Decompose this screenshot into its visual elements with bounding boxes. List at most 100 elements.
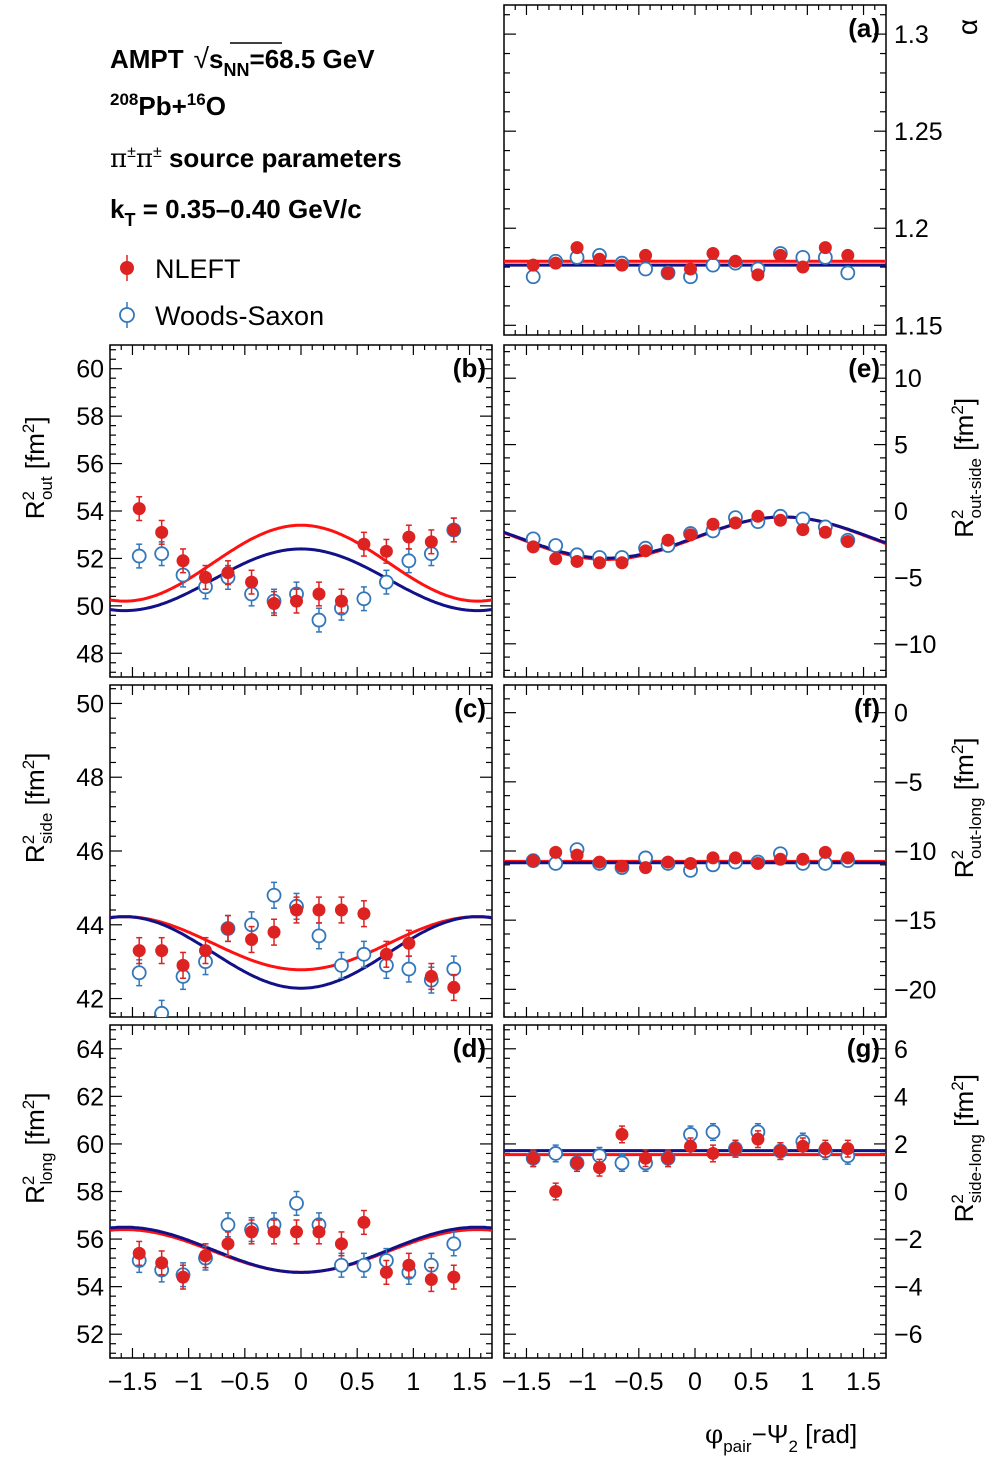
nleft-point [334,594,348,608]
y-axis-title: R2side [fm2] [19,753,56,863]
data-points [525,842,856,878]
y-axis-title: R2side-long [fm2] [948,1074,985,1222]
x-tick-label: −0.5 [614,1368,663,1396]
y-tick-label: 1.2 [894,215,929,243]
nleft-point [728,1142,742,1156]
fit-curves [110,523,492,613]
nleft-point [447,980,461,994]
panel-b: 48 50 52 54 56 58 60 R2out [fm2] (b) [19,344,493,678]
ws-point [266,887,282,903]
ws-point [220,1217,236,1233]
fit-line-woods-saxon [110,1225,492,1274]
legend-ws-label: Woods-Saxon [155,301,324,331]
nleft-point [639,544,653,558]
nleft-point [267,925,281,939]
nleft-point [593,252,606,266]
y-tick-label: 60 [76,356,104,384]
y-tick-label: 42 [76,986,104,1014]
x-tick-label: −1.5 [108,1368,157,1396]
panel-a: 1.15 1.2 1.25 1.3 α (a) [503,4,983,340]
nleft-point [424,535,438,549]
nleft-point [402,936,416,950]
y-axis-title: R2long [fm2] [19,1092,56,1203]
header-block: AMPT √sNN=68.5 GeV 208Pb+16O π±π± source … [110,42,402,230]
panel-g: −1.5 −1 −0.5 0 0.5 1 1.5 −6 −4 −2 0 2 4 6 R2side-long … [502,1024,985,1396]
y-tick-label: 46 [76,838,104,866]
x-tick-label: 1.5 [846,1368,881,1396]
nleft-point [526,1151,540,1165]
nleft-point [706,851,720,865]
legend-nleft-marker [120,255,134,281]
fit-curves [110,915,492,990]
nleft-point [661,266,675,280]
nleft-point [447,523,461,537]
ws-point [401,961,417,977]
header-line-1: AMPT √sNN=68.5 GeV [110,43,375,80]
nleft-point [132,944,146,958]
nleft-point [593,556,606,570]
nleft-point [593,855,606,869]
nleft-point [639,248,653,262]
y-tick-label: 60 [76,1131,104,1159]
nleft-point [570,1156,584,1170]
panel-frame [109,344,493,678]
nleft-point [290,594,304,608]
x-tick-label: 0 [688,1368,702,1396]
y-tick-label: 52 [76,1321,104,1349]
y-tick-label: 1.15 [894,312,943,340]
nleft-point [773,852,787,866]
panel-label: (c) [454,693,486,723]
panel-label: (e) [848,353,880,383]
ws-point [401,553,417,569]
ws-point [705,257,721,273]
panel-e: −10 −5 0 5 10 R2out-side [fm2] (e) [503,344,985,678]
panel-d: −1.5 −1 −0.5 0 0.5 1 1.5 52 54 56 58 60 62 64 R2long [… [19,1024,493,1396]
nleft-point [661,533,675,547]
nleft-point [818,525,832,539]
panel-label: (d) [453,1033,486,1063]
y-tick-label: 48 [76,640,104,668]
fit-line-woods-saxon [110,915,492,990]
legend-ws-marker [119,302,135,328]
nleft-point [661,1151,675,1165]
nleft-point [773,248,787,262]
y-tick-label: 58 [76,403,104,431]
nleft-point [841,1142,855,1156]
fit-line-nleft [110,523,492,603]
nleft-point [245,933,259,947]
x-tick-label: −1 [174,1368,203,1396]
nleft-point [199,944,212,958]
y-tick-label: 56 [76,451,104,479]
y-tick-label: 0 [894,1179,908,1207]
nleft-point [290,903,304,917]
panel-label: (b) [453,353,486,383]
y-tick-label: 1.25 [894,118,943,146]
panel-label: (f) [854,693,880,723]
ws-point [356,591,372,607]
y-tick-label: 54 [76,498,104,526]
y-tick-label: 54 [76,1274,104,1302]
data-points [525,508,856,570]
x-tick-label: 1 [800,1368,814,1396]
ws-point [548,538,564,553]
nleft-point [199,1249,212,1263]
nleft-point [684,262,698,276]
ws-point [705,1124,721,1140]
nleft-point [684,528,698,542]
y-tick-label: −4 [894,1274,923,1302]
y-tick-label: 10 [894,365,922,393]
nleft-point [639,861,653,875]
nleft-point [706,1146,720,1160]
y-tick-label: 52 [76,545,104,573]
ws-point [614,1155,630,1171]
panel-frame [109,1024,493,1359]
nleft-point [796,852,810,866]
nleft-point [549,845,563,859]
ws-point [311,928,327,944]
nleft-point [615,859,629,873]
nleft-point [221,921,235,935]
legend-nleft-label: NLEFT [155,254,241,284]
y-tick-label: 1.3 [894,21,929,49]
nleft-point [796,260,810,274]
